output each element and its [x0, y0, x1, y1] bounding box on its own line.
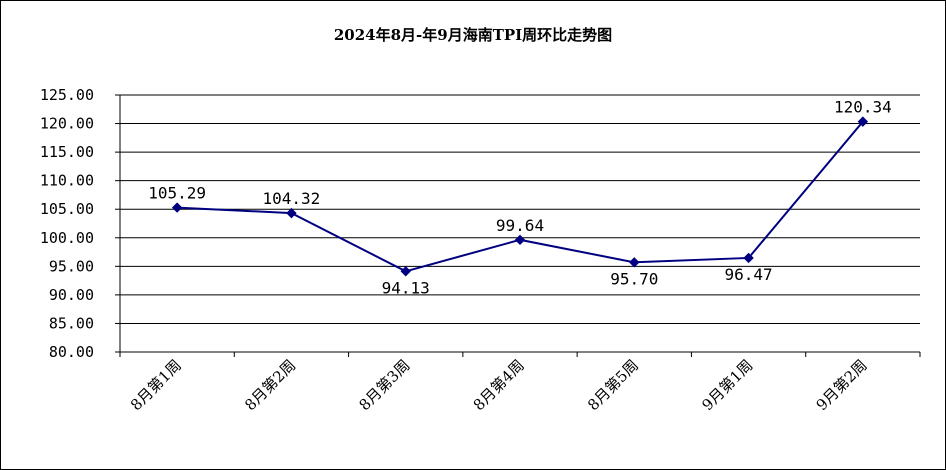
data-point-marker [629, 257, 640, 268]
x-tick-label: 8月第3周 [355, 356, 413, 414]
data-point-marker [400, 266, 411, 277]
y-tick-label: 100.00 [40, 229, 94, 247]
y-axis-tick-labels: 80.00 85.00 90.00 95.00 100.00 105.00 110.00 11… [40, 86, 94, 361]
data-label: 95.70 [610, 269, 658, 288]
x-axis-tick-labels: 8月第1周 8月第2周 8月第3周 8月第4周 8月第5周 9月第1周 9月第2周 [127, 356, 871, 414]
data-label: 94.13 [382, 278, 430, 297]
x-tick-label: 8月第4周 [470, 356, 528, 414]
y-tick-label: 110.00 [40, 172, 94, 190]
y-tick-label: 125.00 [40, 86, 94, 104]
data-point-marker [514, 234, 526, 246]
y-tick-label: 105.00 [40, 200, 94, 218]
data-label: 120.34 [834, 98, 892, 117]
data-label: 104.32 [263, 189, 321, 208]
axes [115, 94, 921, 357]
chart-title: 2024年8月-年9月海南TPI周环比走势图 [333, 26, 613, 44]
data-label: 99.64 [496, 216, 544, 235]
data-point-marker [743, 252, 754, 264]
x-tick-label: 9月第2周 [813, 356, 871, 414]
x-tick-label: 9月第1周 [698, 356, 756, 414]
data-point-marker [286, 207, 297, 219]
data-point-marker [857, 116, 869, 127]
data-labels: 105.29 104.32 94.13 99.64 95.70 96.47 120.34 [148, 98, 892, 298]
y-tick-label: 95.00 [49, 257, 94, 275]
x-tick-label: 8月第1周 [127, 356, 185, 414]
data-label: 105.29 [148, 184, 206, 203]
y-tick-label: 115.00 [40, 143, 94, 161]
x-tick-label: 8月第5周 [584, 356, 642, 414]
y-tick-label: 90.00 [49, 286, 94, 304]
series [171, 116, 869, 277]
y-tick-label: 120.00 [40, 115, 94, 133]
x-tick-label: 8月第2周 [241, 356, 299, 414]
data-label: 96.47 [724, 265, 772, 284]
data-point-marker [171, 202, 183, 213]
gridlines [120, 94, 920, 324]
y-tick-label: 80.00 [49, 343, 94, 361]
y-tick-label: 85.00 [49, 314, 94, 332]
